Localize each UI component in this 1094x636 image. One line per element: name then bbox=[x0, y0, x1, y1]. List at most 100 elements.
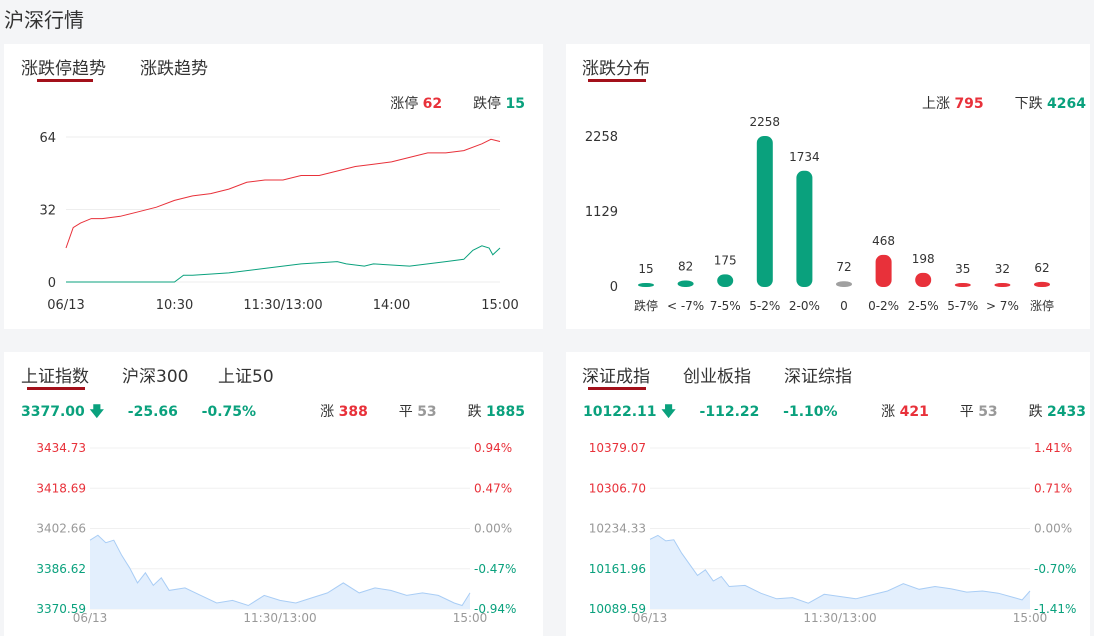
flat-count: 53 bbox=[978, 404, 998, 420]
bar bbox=[836, 281, 852, 287]
index-pct: -1.10% bbox=[783, 404, 838, 420]
down-label: 跌 bbox=[1028, 404, 1043, 420]
left-tick-label: 3402.66 bbox=[36, 522, 86, 536]
tab-updown-trend[interactable]: 涨跌趋势 bbox=[140, 59, 208, 79]
bar bbox=[954, 283, 971, 287]
bar bbox=[677, 280, 694, 287]
tab-sh-composite[interactable]: 上证指数 bbox=[21, 367, 89, 387]
y-tick-label: 0 bbox=[610, 280, 618, 295]
series-line-limit-up bbox=[65, 138, 501, 249]
x-tick-label: 06/13 bbox=[47, 298, 84, 313]
down-count: 2433 bbox=[1047, 404, 1086, 420]
page-title: 沪深行情 bbox=[4, 8, 84, 32]
left-tick-label: 3434.73 bbox=[36, 441, 86, 455]
price-line bbox=[649, 534, 1031, 604]
x-tick-label: > 7% bbox=[986, 299, 1019, 313]
right-tick-label: -1.41% bbox=[1034, 602, 1076, 616]
up-count: 421 bbox=[899, 404, 929, 420]
x-tick-label: 2-5% bbox=[908, 299, 939, 313]
limit-trend-chart: 64 32 0 06/13 10:30 11:30/13:00 14:00 15:00 bbox=[39, 131, 518, 313]
x-tick-label: 06/13 bbox=[73, 611, 108, 625]
right-tick-label: 0.00% bbox=[474, 522, 512, 536]
left-tick-label: 10379.07 bbox=[589, 441, 646, 455]
left-tick-label: 10306.70 bbox=[589, 481, 646, 495]
y-tick-label: 1129 bbox=[585, 205, 618, 220]
bar bbox=[756, 136, 773, 287]
index-quote: 3377.00 🡇 -25.66 -0.75% bbox=[21, 401, 256, 425]
bar-value-label: 1734 bbox=[789, 150, 820, 164]
down-label: 跌 bbox=[467, 404, 482, 420]
tab-active-underline bbox=[27, 387, 85, 390]
left-tick-label: 10234.33 bbox=[589, 522, 646, 536]
tab-chinext[interactable]: 创业板指 bbox=[683, 367, 751, 387]
limit-trend-panel: 涨跌停趋势 涨跌趋势 涨停 62 跌停 15 64 32 0 06/13 10:30 11… bbox=[4, 44, 543, 329]
bar bbox=[717, 274, 734, 287]
bar-value-label: 198 bbox=[912, 252, 935, 266]
sz-index-panel: 深证成指 创业板指 深证综指 10122.11 🡇 -112.22 -1.10%… bbox=[566, 352, 1090, 636]
bar bbox=[638, 283, 654, 287]
bar-value-label: 32 bbox=[995, 262, 1010, 276]
y-tick-label: 2258 bbox=[585, 130, 618, 145]
flat-label: 平 bbox=[398, 404, 413, 420]
left-tick-label: 10089.59 bbox=[589, 602, 646, 616]
updown-stats: 上涨 795 下跌 4264 bbox=[922, 93, 1086, 113]
up-count: 388 bbox=[338, 404, 368, 420]
bar-value-label: 15 bbox=[638, 262, 653, 276]
right-tick-label: 1.41% bbox=[1034, 441, 1072, 455]
x-tick-label: 11:30/13:00 bbox=[243, 611, 316, 625]
bar bbox=[915, 272, 932, 287]
x-tick-label: 10:30 bbox=[156, 298, 193, 313]
index-change: -112.22 bbox=[699, 404, 760, 420]
right-tick-label: 0.00% bbox=[1034, 522, 1072, 536]
down-count: 1885 bbox=[486, 404, 525, 420]
price-area bbox=[90, 535, 470, 609]
limit-down-label: 跌停 bbox=[473, 96, 502, 112]
breadth-stats: 涨 388 平 53 跌 1885 bbox=[320, 401, 525, 421]
tab-limit-trend[interactable]: 涨跌停趋势 bbox=[21, 59, 106, 79]
bar-value-label: 35 bbox=[955, 262, 970, 276]
y-tick-label: 0 bbox=[48, 276, 56, 291]
breadth-stats: 涨 421 平 53 跌 2433 bbox=[881, 401, 1086, 421]
tab-active-underline bbox=[588, 79, 646, 82]
limit-up-value: 62 bbox=[422, 96, 443, 112]
tab-active-underline bbox=[588, 387, 646, 390]
tab-sz-component[interactable]: 深证成指 bbox=[582, 367, 650, 387]
x-tick-label: 11:30/13:00 bbox=[803, 611, 876, 625]
flat-count: 53 bbox=[417, 404, 437, 420]
x-tick-label: 跌停 bbox=[634, 298, 658, 313]
tab-hs300[interactable]: 沪深300 bbox=[122, 367, 189, 387]
price-line bbox=[89, 534, 471, 607]
x-tick-label: 15:00 bbox=[481, 298, 518, 313]
price-area bbox=[650, 535, 1030, 609]
left-tick-label: 3418.69 bbox=[36, 481, 86, 495]
x-tick-label: 7-5% bbox=[710, 299, 741, 313]
index-price: 3377.00 bbox=[21, 404, 85, 420]
index-price: 10122.11 bbox=[583, 404, 657, 420]
series-line-limit-down bbox=[66, 245, 501, 283]
up-value: 795 bbox=[954, 96, 984, 112]
down-arrow-icon: 🡇 bbox=[661, 404, 676, 420]
x-tick-label: 2-0% bbox=[789, 299, 820, 313]
x-tick-label: 15:00 bbox=[1013, 611, 1048, 625]
flat-label: 平 bbox=[959, 404, 974, 420]
bar-value-label: 2258 bbox=[750, 115, 781, 129]
tab-sz50[interactable]: 上证50 bbox=[218, 367, 274, 387]
y-tick-label: 64 bbox=[39, 131, 56, 146]
right-tick-label: 0.94% bbox=[474, 441, 512, 455]
distribution-panel: 涨跌分布 上涨 795 下跌 4264 2258 1129 0 15 跌停 82 < -7%… bbox=[566, 44, 1090, 329]
right-tick-label: -0.94% bbox=[474, 602, 516, 616]
right-tick-label: -0.70% bbox=[1034, 562, 1076, 576]
x-tick-label: < -7% bbox=[667, 299, 704, 313]
x-tick-label: 0-2% bbox=[868, 299, 899, 313]
tab-distribution[interactable]: 涨跌分布 bbox=[582, 59, 650, 79]
tab-sz-composite-all[interactable]: 深证综指 bbox=[784, 367, 852, 387]
index-quote: 10122.11 🡇 -112.22 -1.10% bbox=[583, 401, 838, 425]
x-tick-label: 14:00 bbox=[373, 298, 410, 313]
left-tick-label: 3370.59 bbox=[36, 602, 86, 616]
up-label: 涨 bbox=[881, 404, 896, 420]
down-value: 4264 bbox=[1047, 96, 1086, 112]
x-tick-label: 5-7% bbox=[947, 299, 978, 313]
bar bbox=[796, 170, 813, 287]
x-tick-label: 5-2% bbox=[749, 299, 780, 313]
index-pct: -0.75% bbox=[201, 404, 257, 420]
